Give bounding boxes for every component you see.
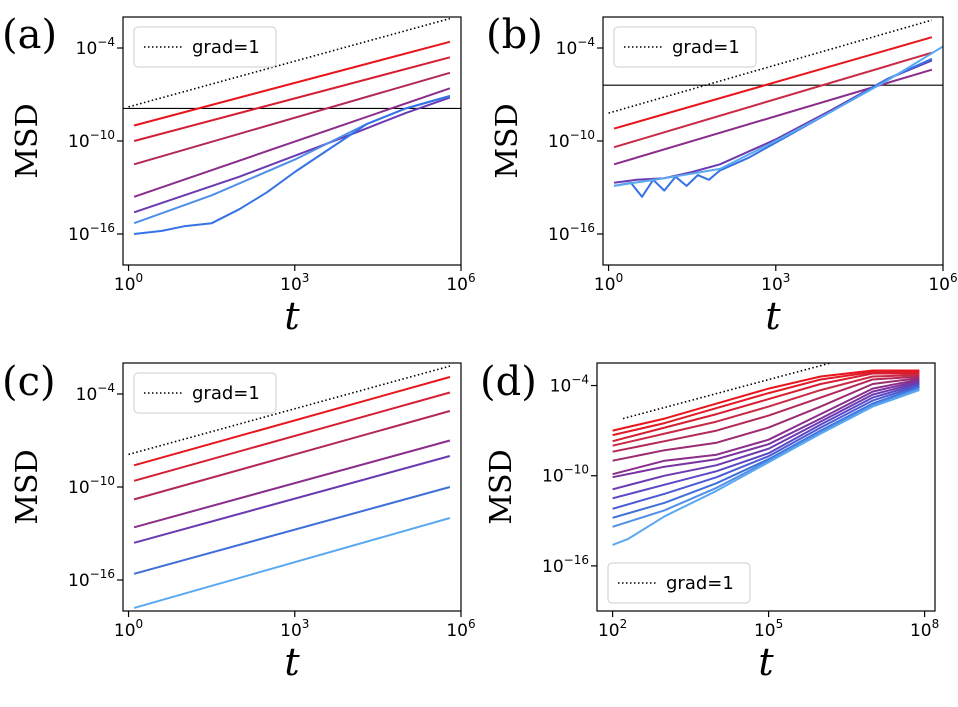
panel-3: (c) MSD t 100 103 106 10−4 10−10 10−16 grad=1 xyxy=(2,359,476,684)
legend: grad=1 xyxy=(613,26,757,68)
x-tick-label: 100 xyxy=(594,271,623,295)
x-tick-label: 103 xyxy=(280,617,309,641)
series-line-s5 xyxy=(613,57,933,198)
legend: grad=1 xyxy=(607,562,751,604)
x-axis-title: t xyxy=(284,294,300,338)
panels: (a) MSD t 100 103 106 10−4 10−10 10−16 grad=1 (b) M… xyxy=(2,12,958,684)
y-tick-label: 10−16 xyxy=(548,221,595,245)
y-tick-label: 10−10 xyxy=(542,463,589,487)
legend-box xyxy=(133,372,277,414)
y-axis-title: MSD xyxy=(10,449,45,524)
x-tick-label: 100 xyxy=(114,271,143,295)
axes-frame xyxy=(596,362,936,612)
gradient-reference-line xyxy=(622,363,834,420)
y-tick-label: 10−10 xyxy=(68,474,115,498)
gradient-reference-line xyxy=(608,19,933,114)
x-tick-label: 105 xyxy=(754,617,783,641)
y-tick-label: 10−4 xyxy=(76,35,115,59)
series-line-s1 xyxy=(133,376,451,467)
legend-box xyxy=(133,26,277,68)
series-line-s9 xyxy=(612,381,920,491)
series-line-s1 xyxy=(133,40,451,127)
legend-box xyxy=(607,562,751,604)
series-line-s7 xyxy=(133,517,451,609)
series-line-s2 xyxy=(613,51,933,149)
y-tick-label: 10−10 xyxy=(548,128,595,152)
series-line-s2 xyxy=(133,391,451,482)
legend: grad=1 xyxy=(133,26,277,68)
series-line-s2 xyxy=(133,56,451,142)
panel-label: (d) xyxy=(480,359,537,405)
plot-lines xyxy=(603,19,943,198)
plot-lines xyxy=(123,17,461,235)
panel-4: (d) MSD t 102 105 108 10−4 10−10 10−16 grad=1 xyxy=(480,359,939,684)
x-tick-label: 108 xyxy=(910,617,939,641)
x-axis-title: t xyxy=(758,640,774,684)
series-line-s11 xyxy=(612,384,920,510)
y-axis-title: MSD xyxy=(490,103,525,178)
series-line-s6 xyxy=(613,45,943,187)
panel-2: (b) MSD t 100 103 106 10−4 10−10 10−16 grad=1 xyxy=(486,12,958,338)
legend-label: grad=1 xyxy=(192,37,260,58)
x-tick-label: 106 xyxy=(446,617,475,641)
panel-label: (a) xyxy=(2,12,57,58)
legend-label: grad=1 xyxy=(192,383,260,404)
plot-lines xyxy=(612,363,920,546)
panel-label: (b) xyxy=(486,12,543,58)
series-line-s2 xyxy=(612,371,920,437)
y-axis-title: MSD xyxy=(484,449,519,524)
legend: grad=1 xyxy=(133,372,277,414)
series-line-s4 xyxy=(613,59,933,184)
x-tick-label: 100 xyxy=(114,617,143,641)
x-axis-title: t xyxy=(284,640,300,684)
y-tick-label: 10−4 xyxy=(556,35,595,59)
series-line-s3 xyxy=(612,372,920,443)
series-line-s4 xyxy=(133,87,451,198)
series-line-s1 xyxy=(612,369,920,432)
series-line-s6 xyxy=(133,486,451,575)
y-tick-label: 10−16 xyxy=(68,567,115,591)
series-line-s5 xyxy=(133,455,451,544)
series-line-s3 xyxy=(133,71,451,166)
series-line-s5 xyxy=(133,96,451,214)
x-axis-title: t xyxy=(765,294,781,338)
x-tick-label: 106 xyxy=(446,271,475,295)
legend-box xyxy=(613,26,757,68)
y-tick-label: 10−16 xyxy=(68,221,115,245)
panel-1: (a) MSD t 100 103 106 10−4 10−10 10−16 grad=1 xyxy=(2,12,476,338)
series-line-s4 xyxy=(612,374,920,447)
series-line-s12 xyxy=(612,386,920,519)
y-axis-title: MSD xyxy=(10,103,45,178)
x-tick-label: 103 xyxy=(280,271,309,295)
series-line-s4 xyxy=(133,439,451,529)
series-line-s13 xyxy=(612,387,920,528)
series-line-s1 xyxy=(613,36,933,130)
series-line-s10 xyxy=(612,383,920,500)
plot-lines xyxy=(128,365,451,609)
panel-label: (c) xyxy=(2,359,56,405)
series-line-s5 xyxy=(612,375,920,453)
series-line-s7 xyxy=(133,95,451,235)
y-tick-label: 10−16 xyxy=(542,553,589,577)
x-tick-label: 103 xyxy=(761,271,790,295)
legend-label: grad=1 xyxy=(666,573,734,594)
y-tick-label: 10−4 xyxy=(550,373,589,397)
legend-label: grad=1 xyxy=(672,37,740,58)
series-line-s7 xyxy=(612,378,920,476)
series-line-s6 xyxy=(612,377,920,462)
y-tick-label: 10−10 xyxy=(68,128,115,152)
series-line-s14 xyxy=(612,389,920,546)
x-tick-label: 106 xyxy=(928,271,957,295)
series-line-s3 xyxy=(133,410,451,501)
y-tick-label: 10−4 xyxy=(76,381,115,405)
x-tick-label: 102 xyxy=(598,617,627,641)
series-line-s8 xyxy=(612,380,920,479)
